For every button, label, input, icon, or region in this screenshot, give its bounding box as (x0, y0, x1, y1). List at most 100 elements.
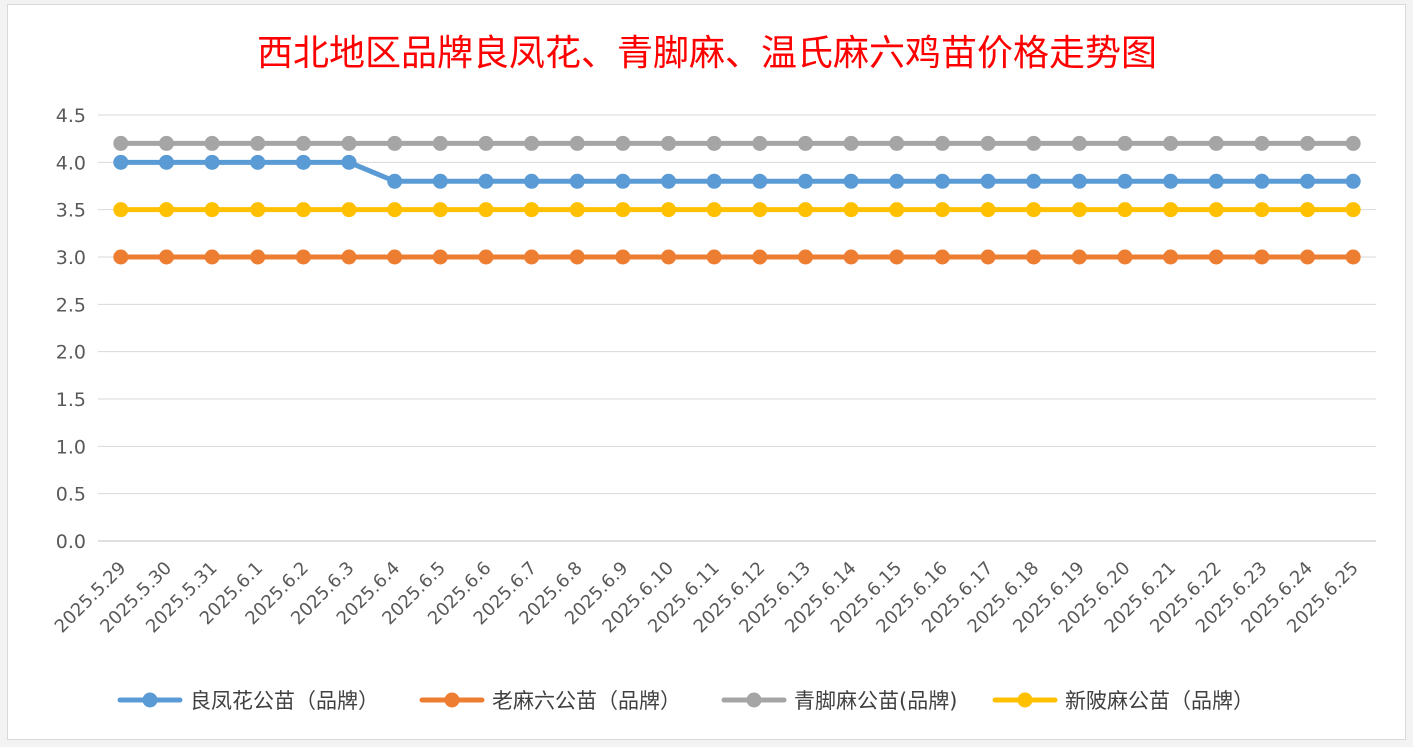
legend-item: 青脚麻公苗(品牌) (721, 689, 957, 713)
data-point (158, 135, 174, 151)
y-tick-label: 2.5 (56, 294, 86, 316)
y-tick-label: 4.0 (56, 152, 86, 174)
chart-area: 西北地区品牌良凤花、青脚麻、温氏麻六鸡苗价格走势图 0.0 0.5 1.0 1.5 2.… (7, 4, 1406, 740)
legend-label: 青脚麻公苗(品牌) (794, 689, 957, 713)
legend: 良凤花公苗（品牌） 老麻六公苗（品牌） 青脚麻公苗(品牌) 新陂麻公苗（品牌） (117, 689, 1254, 713)
data-point (615, 202, 631, 218)
data-point (1208, 249, 1224, 265)
y-tick-label: 1.5 (56, 389, 86, 411)
data-point (524, 249, 540, 265)
data-point (843, 249, 859, 265)
legend-swatch-marker (444, 692, 460, 708)
data-point (1071, 249, 1087, 265)
data-point (1254, 135, 1270, 151)
data-point (1026, 202, 1042, 218)
data-point (934, 135, 950, 151)
legend-item: 新陂麻公苗（品牌） (992, 689, 1254, 713)
data-point (843, 202, 859, 218)
data-point (661, 173, 677, 189)
data-point (204, 202, 220, 218)
data-point (980, 249, 996, 265)
y-tick-label: 3.0 (56, 247, 86, 269)
data-point (934, 202, 950, 218)
data-point (113, 249, 129, 265)
data-point (615, 173, 631, 189)
series-lines (113, 135, 1361, 265)
data-point (843, 135, 859, 151)
data-point (387, 249, 403, 265)
data-point (524, 135, 540, 151)
data-point (478, 249, 494, 265)
data-point (1254, 249, 1270, 265)
legend-label: 新陂麻公苗（品牌） (1065, 689, 1254, 713)
data-point (1345, 173, 1361, 189)
data-point (797, 202, 813, 218)
data-point (752, 135, 768, 151)
data-point (1026, 249, 1042, 265)
data-point (569, 173, 585, 189)
data-point (1071, 173, 1087, 189)
data-point (980, 202, 996, 218)
data-point (843, 173, 859, 189)
y-axis-ticks: 0.0 0.5 1.0 1.5 2.0 2.5 3.0 3.5 4.0 4.5 (56, 105, 86, 553)
data-point (341, 135, 357, 151)
data-point (661, 249, 677, 265)
data-point (615, 135, 631, 151)
data-point (752, 202, 768, 218)
data-point (615, 249, 631, 265)
y-tick-label: 4.5 (56, 105, 86, 127)
data-point (797, 135, 813, 151)
data-point (158, 249, 174, 265)
y-tick-label: 3.5 (56, 200, 86, 222)
data-point (524, 173, 540, 189)
data-point (113, 202, 129, 218)
series-1 (113, 249, 1361, 265)
data-point (524, 202, 540, 218)
data-point (889, 249, 905, 265)
series-3 (113, 202, 1361, 218)
data-point (569, 202, 585, 218)
data-point (204, 249, 220, 265)
data-point (204, 154, 220, 170)
legend-item: 良凤花公苗（品牌） (117, 689, 379, 713)
data-point (1300, 249, 1316, 265)
data-point (980, 135, 996, 151)
data-point (1208, 135, 1224, 151)
data-point (113, 135, 129, 151)
legend-label: 良凤花公苗（品牌） (190, 689, 379, 713)
data-point (432, 173, 448, 189)
data-point (752, 249, 768, 265)
data-point (889, 173, 905, 189)
data-point (478, 173, 494, 189)
data-point (1163, 173, 1179, 189)
data-point (569, 249, 585, 265)
data-point (295, 135, 311, 151)
data-point (934, 249, 950, 265)
data-point (797, 249, 813, 265)
data-point (980, 173, 996, 189)
data-point (661, 202, 677, 218)
data-point (1117, 173, 1133, 189)
data-point (1071, 202, 1087, 218)
data-point (387, 173, 403, 189)
chart-title: 西北地区品牌良凤花、青脚麻、温氏麻六鸡苗价格走势图 (257, 33, 1157, 74)
data-point (113, 154, 129, 170)
data-point (1026, 173, 1042, 189)
data-point (706, 249, 722, 265)
data-point (1345, 249, 1361, 265)
data-point (250, 202, 266, 218)
data-point (569, 135, 585, 151)
data-point (1026, 135, 1042, 151)
data-point (158, 154, 174, 170)
series-line (118, 159, 1356, 184)
data-point (478, 202, 494, 218)
legend-swatch-marker (746, 692, 762, 708)
data-point (1208, 173, 1224, 189)
data-point (432, 135, 448, 151)
data-point (706, 202, 722, 218)
data-point (295, 154, 311, 170)
data-point (889, 202, 905, 218)
legend-swatch-marker (142, 692, 158, 708)
series-2 (113, 135, 1361, 151)
data-point (387, 135, 403, 151)
